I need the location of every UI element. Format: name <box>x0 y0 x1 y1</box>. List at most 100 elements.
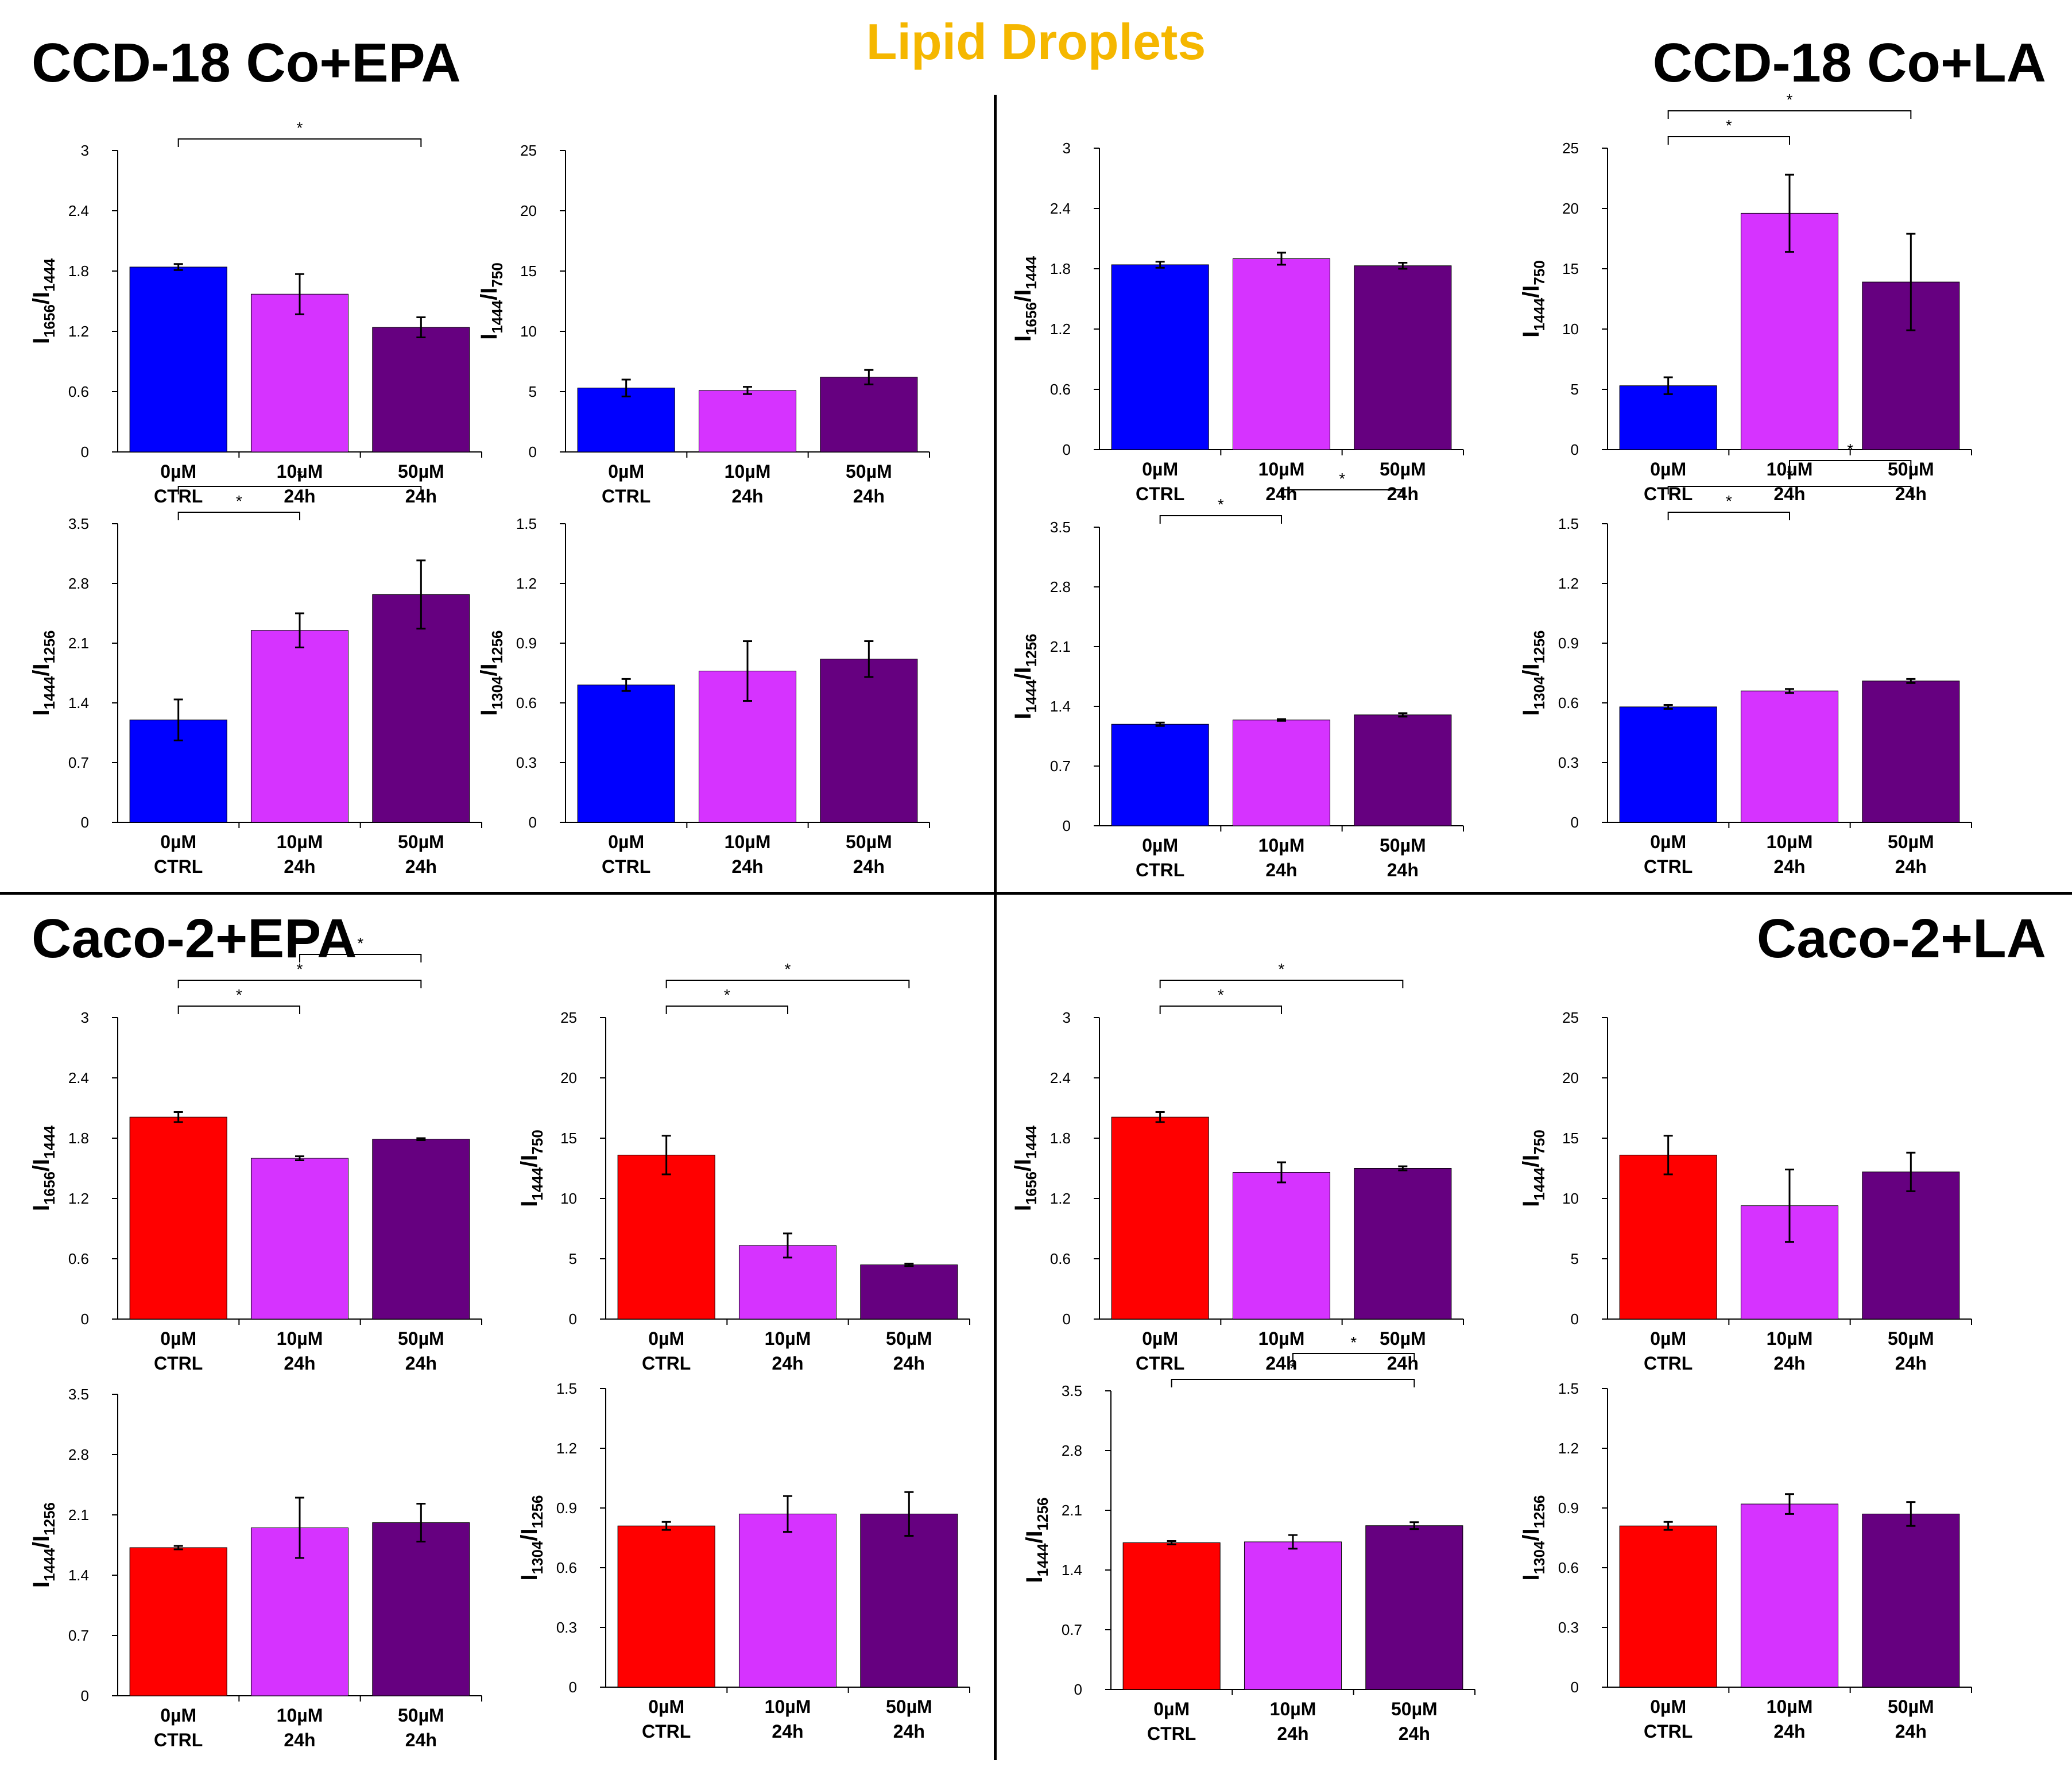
y-tick-label: 0 <box>529 443 537 461</box>
significance-bracket <box>177 512 300 520</box>
y-axis-label: I1656/I1444 <box>1010 256 1040 342</box>
category-label: 24h <box>772 1721 803 1742</box>
y-tick-label: 1.8 <box>1050 260 1071 277</box>
category-label: 0µM <box>1650 1328 1686 1349</box>
category-label: 10µM <box>725 832 771 852</box>
y-tick-label: 1.2 <box>1050 320 1071 338</box>
y-tick-label: 0.9 <box>516 635 537 652</box>
y-tick-label: 3.5 <box>1062 1382 1082 1399</box>
bar <box>372 594 470 823</box>
category-label: 0µM <box>1153 1699 1190 1719</box>
significance-star: * <box>357 934 363 952</box>
y-tick-label: 20 <box>560 1069 577 1086</box>
significance-star: * <box>1218 496 1224 513</box>
y-tick-label: 0.7 <box>68 754 89 771</box>
category-label: 50µM <box>1380 835 1426 856</box>
y-tick-label: 10 <box>1562 1190 1579 1207</box>
chart-caco-la-1444-750: 0 5 10 15 20 25 0µM CTRL 10µM 24h 50µM 24h I1444/I75… <box>1519 1009 1972 1374</box>
page-title: Lipid Droplets <box>866 13 1206 70</box>
category-label: 24h <box>893 1353 925 1374</box>
category-label: CTRL <box>642 1353 691 1374</box>
y-tick-label: 0.6 <box>556 1559 577 1576</box>
chart-caco-epa-1444-750: 0 5 10 15 20 25 0µM CTRL 10µM 24h 50µM 24h * * I1444/I… <box>517 960 970 1374</box>
bar <box>1111 724 1209 826</box>
category-label: 0µM <box>160 461 196 482</box>
significance-star: * <box>785 960 791 978</box>
y-tick-label: 0.6 <box>68 1250 89 1267</box>
bar <box>1862 1513 1960 1688</box>
category-label: 24h <box>284 486 315 506</box>
significance-star: * <box>297 466 303 484</box>
category-label: 24h <box>893 1721 925 1742</box>
chart-caco-epa-1444-1256: 0 0.7 1.4 2.1 2.8 3.5 0µM CTRL 10µM 24h 50µM 24h I14… <box>29 1386 482 1750</box>
y-tick-label: 1.8 <box>1050 1130 1071 1147</box>
y-tick-label: 3 <box>81 1009 89 1026</box>
significance-bracket <box>177 980 422 988</box>
y-tick-label: 1.4 <box>68 694 89 712</box>
category-label: 10µM <box>277 461 323 482</box>
category-label: 50µM <box>1380 459 1426 480</box>
y-tick-label: 1.2 <box>68 1190 89 1207</box>
significance-bracket <box>1667 136 1790 145</box>
significance-bracket <box>1667 486 1912 494</box>
y-tick-label: 1.4 <box>1062 1561 1082 1579</box>
y-tick-label: 20 <box>1562 1069 1579 1086</box>
significance-bracket <box>1292 1353 1415 1362</box>
category-label: CTRL <box>154 1353 203 1374</box>
y-axis-label: I1656/I1444 <box>29 1125 58 1211</box>
category-label: 50µM <box>398 1328 444 1349</box>
bar <box>1354 714 1452 826</box>
y-tick-label: 2.4 <box>68 202 89 219</box>
y-tick-label: 5 <box>1571 1250 1579 1267</box>
y-tick-label: 0 <box>1571 814 1579 831</box>
category-label: 0µM <box>608 832 644 852</box>
bar <box>1111 264 1209 450</box>
category-label: 50µM <box>846 832 892 852</box>
bar <box>577 685 675 823</box>
category-label: 50µM <box>886 1328 932 1349</box>
y-tick-label: 3 <box>1063 1009 1071 1026</box>
y-tick-label: 3 <box>81 142 89 159</box>
significance-bracket <box>177 138 422 147</box>
bar <box>860 1265 958 1320</box>
y-tick-label: 3.5 <box>68 515 89 532</box>
y-tick-label: 0 <box>81 443 89 461</box>
category-label: 0µM <box>1650 832 1686 852</box>
y-tick-label: 10 <box>520 323 537 340</box>
significance-bracket <box>1667 512 1790 520</box>
category-label: 10µM <box>725 461 771 482</box>
y-tick-label: 1.8 <box>68 1130 89 1147</box>
y-tick-label: 25 <box>1562 140 1579 157</box>
category-label: 24h <box>284 1353 315 1374</box>
y-tick-label: 0.7 <box>1050 757 1071 775</box>
significance-star: * <box>1339 470 1345 488</box>
significance-star: * <box>1290 1359 1296 1377</box>
y-tick-label: 1.8 <box>68 262 89 280</box>
y-axis-label: I1304/I1256 <box>477 630 506 716</box>
y-tick-label: 0 <box>1074 1681 1082 1698</box>
y-tick-label: 5 <box>569 1250 577 1267</box>
bar <box>617 1154 715 1320</box>
significance-star: * <box>1847 440 1853 458</box>
bar <box>372 327 470 453</box>
bar <box>250 630 349 823</box>
bar <box>820 377 918 453</box>
category-label: CTRL <box>1136 860 1184 880</box>
y-tick-label: 0 <box>569 1679 577 1696</box>
category-label: 50µM <box>846 461 892 482</box>
bar <box>1619 706 1717 823</box>
category-label: 50µM <box>398 832 444 852</box>
y-tick-label: 0.3 <box>1558 754 1579 771</box>
y-tick-label: 0.3 <box>556 1619 577 1636</box>
category-label: 50µM <box>1888 1696 1934 1717</box>
y-tick-label: 2.8 <box>68 575 89 592</box>
category-label: 24h <box>284 1730 315 1750</box>
bar <box>1740 690 1839 823</box>
y-tick-label: 2.8 <box>1062 1442 1082 1459</box>
y-axis-label: I1444/I1256 <box>29 630 58 716</box>
y-tick-label: 2.1 <box>68 1506 89 1523</box>
y-axis-label: I1656/I1444 <box>1010 1125 1040 1211</box>
bar <box>250 1158 349 1320</box>
panel-title-ccd-epa: CCD-18 Co+EPA <box>32 32 461 94</box>
bar <box>1862 1171 1960 1320</box>
